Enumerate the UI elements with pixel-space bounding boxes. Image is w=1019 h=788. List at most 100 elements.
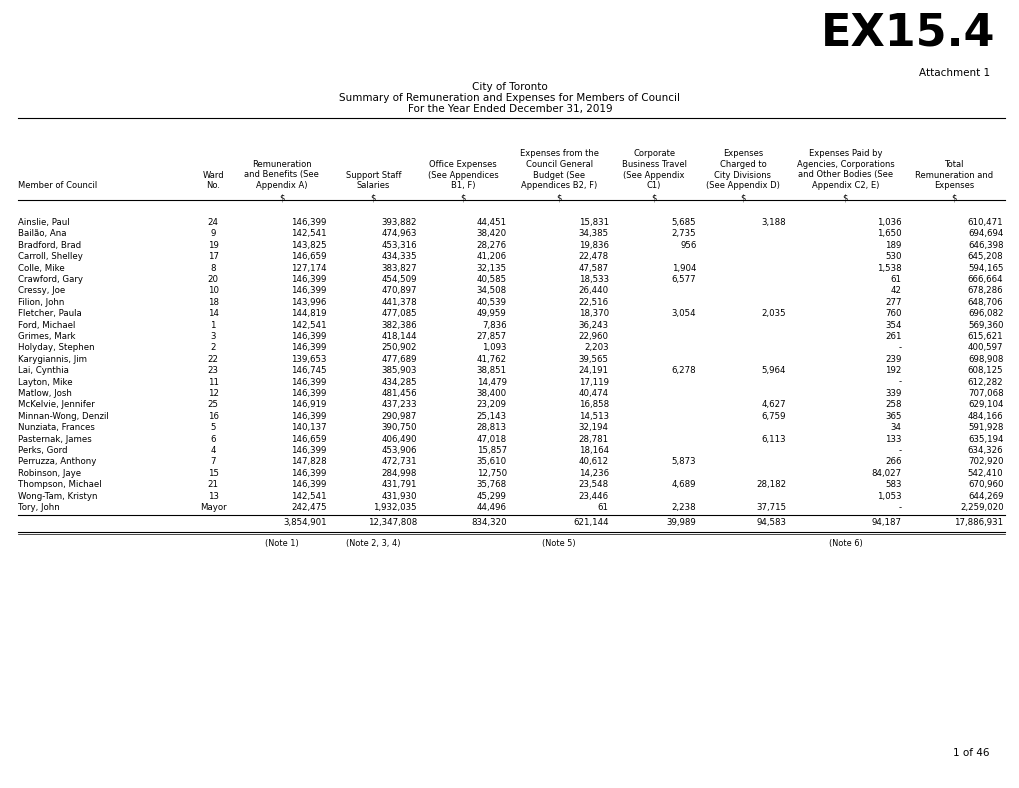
Text: McKelvie, Jennifer: McKelvie, Jennifer <box>18 400 95 410</box>
Text: Remuneration and: Remuneration and <box>914 170 993 180</box>
Text: 6: 6 <box>210 435 216 444</box>
Text: 146,659: 146,659 <box>291 252 326 261</box>
Text: 147,828: 147,828 <box>291 457 326 466</box>
Text: 23,446: 23,446 <box>578 492 608 500</box>
Text: $: $ <box>651 193 656 202</box>
Text: 670,960: 670,960 <box>967 480 1003 489</box>
Text: 140,137: 140,137 <box>291 423 326 432</box>
Text: B1, F): B1, F) <box>450 181 475 190</box>
Text: 12: 12 <box>208 389 218 398</box>
Text: 146,745: 146,745 <box>291 366 326 375</box>
Text: 354: 354 <box>884 321 901 329</box>
Text: 44,451: 44,451 <box>476 218 506 227</box>
Text: 3,054: 3,054 <box>672 309 696 318</box>
Text: 27,857: 27,857 <box>476 332 506 341</box>
Text: (Note 6): (Note 6) <box>827 539 861 548</box>
Text: 44,496: 44,496 <box>476 503 506 512</box>
Text: 8: 8 <box>210 264 216 273</box>
Text: 142,541: 142,541 <box>291 492 326 500</box>
Text: For the Year Ended December 31, 2019: For the Year Ended December 31, 2019 <box>408 104 611 114</box>
Text: 702,920: 702,920 <box>967 457 1003 466</box>
Text: 956: 956 <box>680 241 696 250</box>
Text: 142,541: 142,541 <box>291 229 326 239</box>
Text: 470,897: 470,897 <box>381 286 417 296</box>
Text: 61: 61 <box>890 275 901 284</box>
Text: 36,243: 36,243 <box>578 321 608 329</box>
Text: Perruzza, Anthony: Perruzza, Anthony <box>18 457 96 466</box>
Text: 146,399: 146,399 <box>291 218 326 227</box>
Text: 28,781: 28,781 <box>578 435 608 444</box>
Text: Salaries: Salaries <box>357 181 389 190</box>
Text: Appendices B2, F): Appendices B2, F) <box>521 181 597 190</box>
Text: 629,104: 629,104 <box>967 400 1003 410</box>
Text: 1: 1 <box>210 321 216 329</box>
Text: 34,385: 34,385 <box>578 229 608 239</box>
Text: (See Appendix: (See Appendix <box>623 170 684 180</box>
Text: 146,399: 146,399 <box>291 286 326 296</box>
Text: 23: 23 <box>208 366 218 375</box>
Text: 284,998: 284,998 <box>381 469 417 478</box>
Text: 16: 16 <box>208 412 218 421</box>
Text: 12,347,808: 12,347,808 <box>367 519 417 527</box>
Text: 612,282: 612,282 <box>967 377 1003 387</box>
Text: $: $ <box>842 193 847 202</box>
Text: $: $ <box>740 193 745 202</box>
Text: Member of Council: Member of Council <box>18 181 97 190</box>
Text: 13: 13 <box>208 492 218 500</box>
Text: 290,987: 290,987 <box>381 412 417 421</box>
Text: 24: 24 <box>208 218 218 227</box>
Text: 24,191: 24,191 <box>578 366 608 375</box>
Text: 32,135: 32,135 <box>476 264 506 273</box>
Text: 453,906: 453,906 <box>381 446 417 455</box>
Text: (Note 1): (Note 1) <box>265 539 299 548</box>
Text: 22,516: 22,516 <box>578 298 608 307</box>
Text: 15: 15 <box>208 469 218 478</box>
Text: Agencies, Corporations: Agencies, Corporations <box>796 160 894 169</box>
Text: $: $ <box>279 193 284 202</box>
Text: 1,650: 1,650 <box>876 229 901 239</box>
Text: 17: 17 <box>208 252 218 261</box>
Text: 648,706: 648,706 <box>967 298 1003 307</box>
Text: 35,768: 35,768 <box>476 480 506 489</box>
Text: Robinson, Jaye: Robinson, Jaye <box>18 469 82 478</box>
Text: 266: 266 <box>884 457 901 466</box>
Text: 635,194: 635,194 <box>967 435 1003 444</box>
Text: -: - <box>898 503 901 512</box>
Text: 698,908: 698,908 <box>967 355 1003 364</box>
Text: Colle, Mike: Colle, Mike <box>18 264 64 273</box>
Text: 9: 9 <box>210 229 216 239</box>
Text: 18,370: 18,370 <box>578 309 608 318</box>
Text: 40,474: 40,474 <box>578 389 608 398</box>
Text: 34: 34 <box>890 423 901 432</box>
Text: 239: 239 <box>884 355 901 364</box>
Text: Appendix C2, E): Appendix C2, E) <box>811 181 878 190</box>
Text: 1,932,035: 1,932,035 <box>373 503 417 512</box>
Text: 383,827: 383,827 <box>381 264 417 273</box>
Text: Layton, Mike: Layton, Mike <box>18 377 72 387</box>
Text: Appendix A): Appendix A) <box>256 181 307 190</box>
Text: 47,018: 47,018 <box>476 435 506 444</box>
Text: 17,119: 17,119 <box>578 377 608 387</box>
Text: 441,378: 441,378 <box>381 298 417 307</box>
Text: 474,963: 474,963 <box>381 229 417 239</box>
Text: 666,664: 666,664 <box>967 275 1003 284</box>
Text: Summary of Remuneration and Expenses for Members of Council: Summary of Remuneration and Expenses for… <box>339 93 680 103</box>
Text: 94,187: 94,187 <box>870 519 901 527</box>
Text: 2: 2 <box>210 344 216 352</box>
Text: 146,919: 146,919 <box>291 400 326 410</box>
Text: 1,538: 1,538 <box>876 264 901 273</box>
Text: 594,165: 594,165 <box>967 264 1003 273</box>
Text: Grimes, Mark: Grimes, Mark <box>18 332 75 341</box>
Text: 143,996: 143,996 <box>291 298 326 307</box>
Text: 1,053: 1,053 <box>876 492 901 500</box>
Text: Mayor: Mayor <box>200 503 226 512</box>
Text: Carroll, Shelley: Carroll, Shelley <box>18 252 83 261</box>
Text: 261: 261 <box>884 332 901 341</box>
Text: 645,208: 645,208 <box>967 252 1003 261</box>
Text: 4: 4 <box>210 446 216 455</box>
Text: EX15.4: EX15.4 <box>819 12 994 55</box>
Text: 35,610: 35,610 <box>476 457 506 466</box>
Text: 192: 192 <box>884 366 901 375</box>
Text: 38,851: 38,851 <box>476 366 506 375</box>
Text: 2,035: 2,035 <box>761 309 786 318</box>
